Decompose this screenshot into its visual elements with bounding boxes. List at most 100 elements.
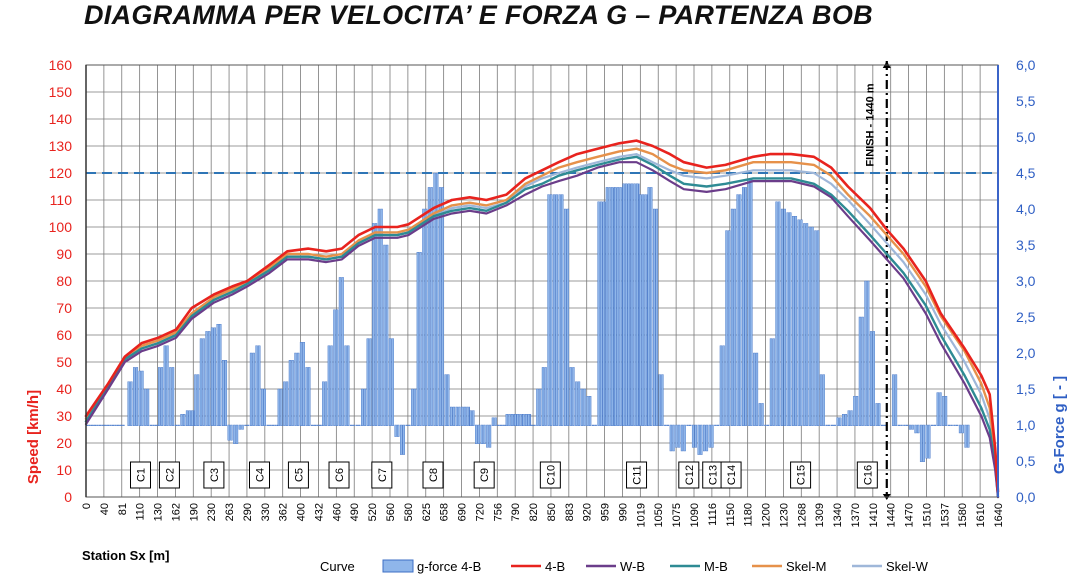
- gforce-bar: [764, 424, 767, 427]
- gforce-bar: [411, 388, 414, 426]
- gforce-bar: [514, 414, 517, 427]
- gforce-bar: [750, 179, 753, 427]
- gforce-bar: [844, 414, 848, 427]
- curve-label-c13: C13: [708, 465, 720, 485]
- y-tick-label: 140: [49, 111, 73, 127]
- gforce-bar: [953, 424, 956, 427]
- gforce-bar: [547, 194, 550, 427]
- gforce-bar: [182, 414, 186, 427]
- gforce-bar: [780, 208, 784, 427]
- curve-label-c14: C14: [726, 465, 738, 485]
- gforce-bar: [238, 424, 242, 430]
- x-tick-label: 1309: [814, 503, 826, 527]
- gforce-bar: [419, 251, 422, 427]
- y-axis-label: Speed [km/h]: [25, 390, 42, 484]
- gforce-bar: [881, 424, 884, 427]
- x-tick-label: 959: [600, 503, 612, 521]
- gforce-bar: [435, 172, 439, 427]
- gforce-bars: [85, 172, 970, 462]
- gforce-bar: [255, 345, 258, 426]
- x-tick-label: 130: [153, 503, 165, 521]
- gforce-bar: [466, 406, 469, 426]
- gforce-bar: [742, 187, 745, 426]
- gforce-bar: [477, 424, 481, 444]
- gforce-bar: [441, 187, 444, 426]
- y2-axis-label: G-Force g [ - ]: [1051, 376, 1068, 474]
- reference-lines: FINISH - 1440 m: [86, 61, 998, 500]
- curve-box-c10: [539, 461, 561, 489]
- gforce-bar: [246, 424, 250, 427]
- gforce-bar: [258, 345, 261, 426]
- gforce-bar: [302, 342, 305, 427]
- gforce-bar: [967, 424, 970, 448]
- curve-box-c15: [790, 461, 812, 489]
- gforce-bar: [497, 424, 500, 427]
- gforce-bar: [152, 424, 155, 427]
- gforce-bar: [277, 388, 281, 426]
- gforce-bar: [119, 424, 123, 427]
- curve-labels: C1 C2 C3 C4 C5 C6 C7 C8 C9 C10 C11 C12 C13 C14 C15 C16: [129, 461, 878, 489]
- y-tick-label: 150: [49, 84, 73, 100]
- gforce-bar: [561, 194, 564, 427]
- x-tick-label: 1268: [796, 503, 808, 527]
- gforce-bar: [160, 367, 164, 426]
- gforce-bar: [109, 424, 112, 427]
- gforce-bar: [569, 367, 572, 426]
- x-tick-label: 460: [331, 503, 343, 521]
- gforce-bar: [341, 277, 344, 426]
- gforce-bar: [614, 187, 617, 426]
- x-tick-label: 1090: [689, 503, 701, 527]
- gforce-bar: [739, 194, 742, 427]
- y2-tick-label: 0,5: [1016, 453, 1036, 469]
- gforce-bar: [308, 367, 311, 426]
- curve-label-c16: C16: [862, 465, 874, 485]
- x-tick-label: 1640: [993, 503, 1005, 527]
- x-tick-label: 81: [117, 503, 129, 515]
- gforce-bar: [950, 424, 953, 427]
- gforce-bar: [653, 208, 656, 427]
- gforce-bar: [900, 424, 903, 427]
- legend-label-m-b: M-B: [704, 559, 728, 574]
- y-tick-label: 100: [49, 219, 73, 235]
- gforce-bar: [346, 345, 350, 426]
- gforce-bar: [605, 187, 609, 426]
- gforce-bar: [766, 424, 770, 427]
- curve-box-c16: [856, 461, 878, 489]
- gforce-bar: [639, 194, 642, 427]
- x-tick-label: 756: [492, 503, 504, 521]
- x-tick-label: 690: [457, 503, 469, 521]
- gforce-bar: [836, 417, 839, 426]
- gforce-bar: [311, 424, 314, 427]
- gforce-bar: [260, 388, 264, 426]
- gforce-bar: [530, 414, 532, 427]
- y-tick-label: 20: [56, 435, 72, 451]
- y-tick-label: 0: [64, 489, 72, 505]
- gforce-bar: [703, 424, 706, 452]
- gforce-bar: [600, 201, 603, 427]
- gforce-bar: [405, 424, 408, 427]
- gforce-bar: [730, 208, 734, 427]
- x-tick-label: 362: [278, 503, 290, 521]
- gforce-bar: [227, 424, 231, 441]
- gforce-bar: [635, 183, 639, 427]
- gforce-bar: [274, 424, 277, 427]
- gforce-bar: [402, 424, 405, 455]
- curve-box-c6: [328, 461, 350, 489]
- speed-lines: [84, 139, 1000, 499]
- gforce-bar: [875, 403, 878, 426]
- legend-label-4-b: 4-B: [545, 559, 565, 574]
- gforce-bar: [936, 392, 940, 427]
- gforce-bar: [205, 331, 208, 426]
- gforce-bar: [344, 345, 347, 426]
- curve-box-c9: [473, 461, 495, 489]
- series-line-4-b: [84, 139, 1000, 493]
- gforce-bar: [558, 194, 561, 427]
- y-tick-label: 80: [56, 273, 72, 289]
- x-tick-label: 190: [188, 503, 200, 521]
- gforce-bar: [775, 201, 778, 427]
- gforce-bar: [438, 187, 442, 426]
- gforce-bar: [358, 424, 361, 427]
- gforce-bar: [427, 187, 431, 426]
- x-tick-label: 330: [260, 503, 272, 521]
- gforce-bar: [394, 424, 397, 437]
